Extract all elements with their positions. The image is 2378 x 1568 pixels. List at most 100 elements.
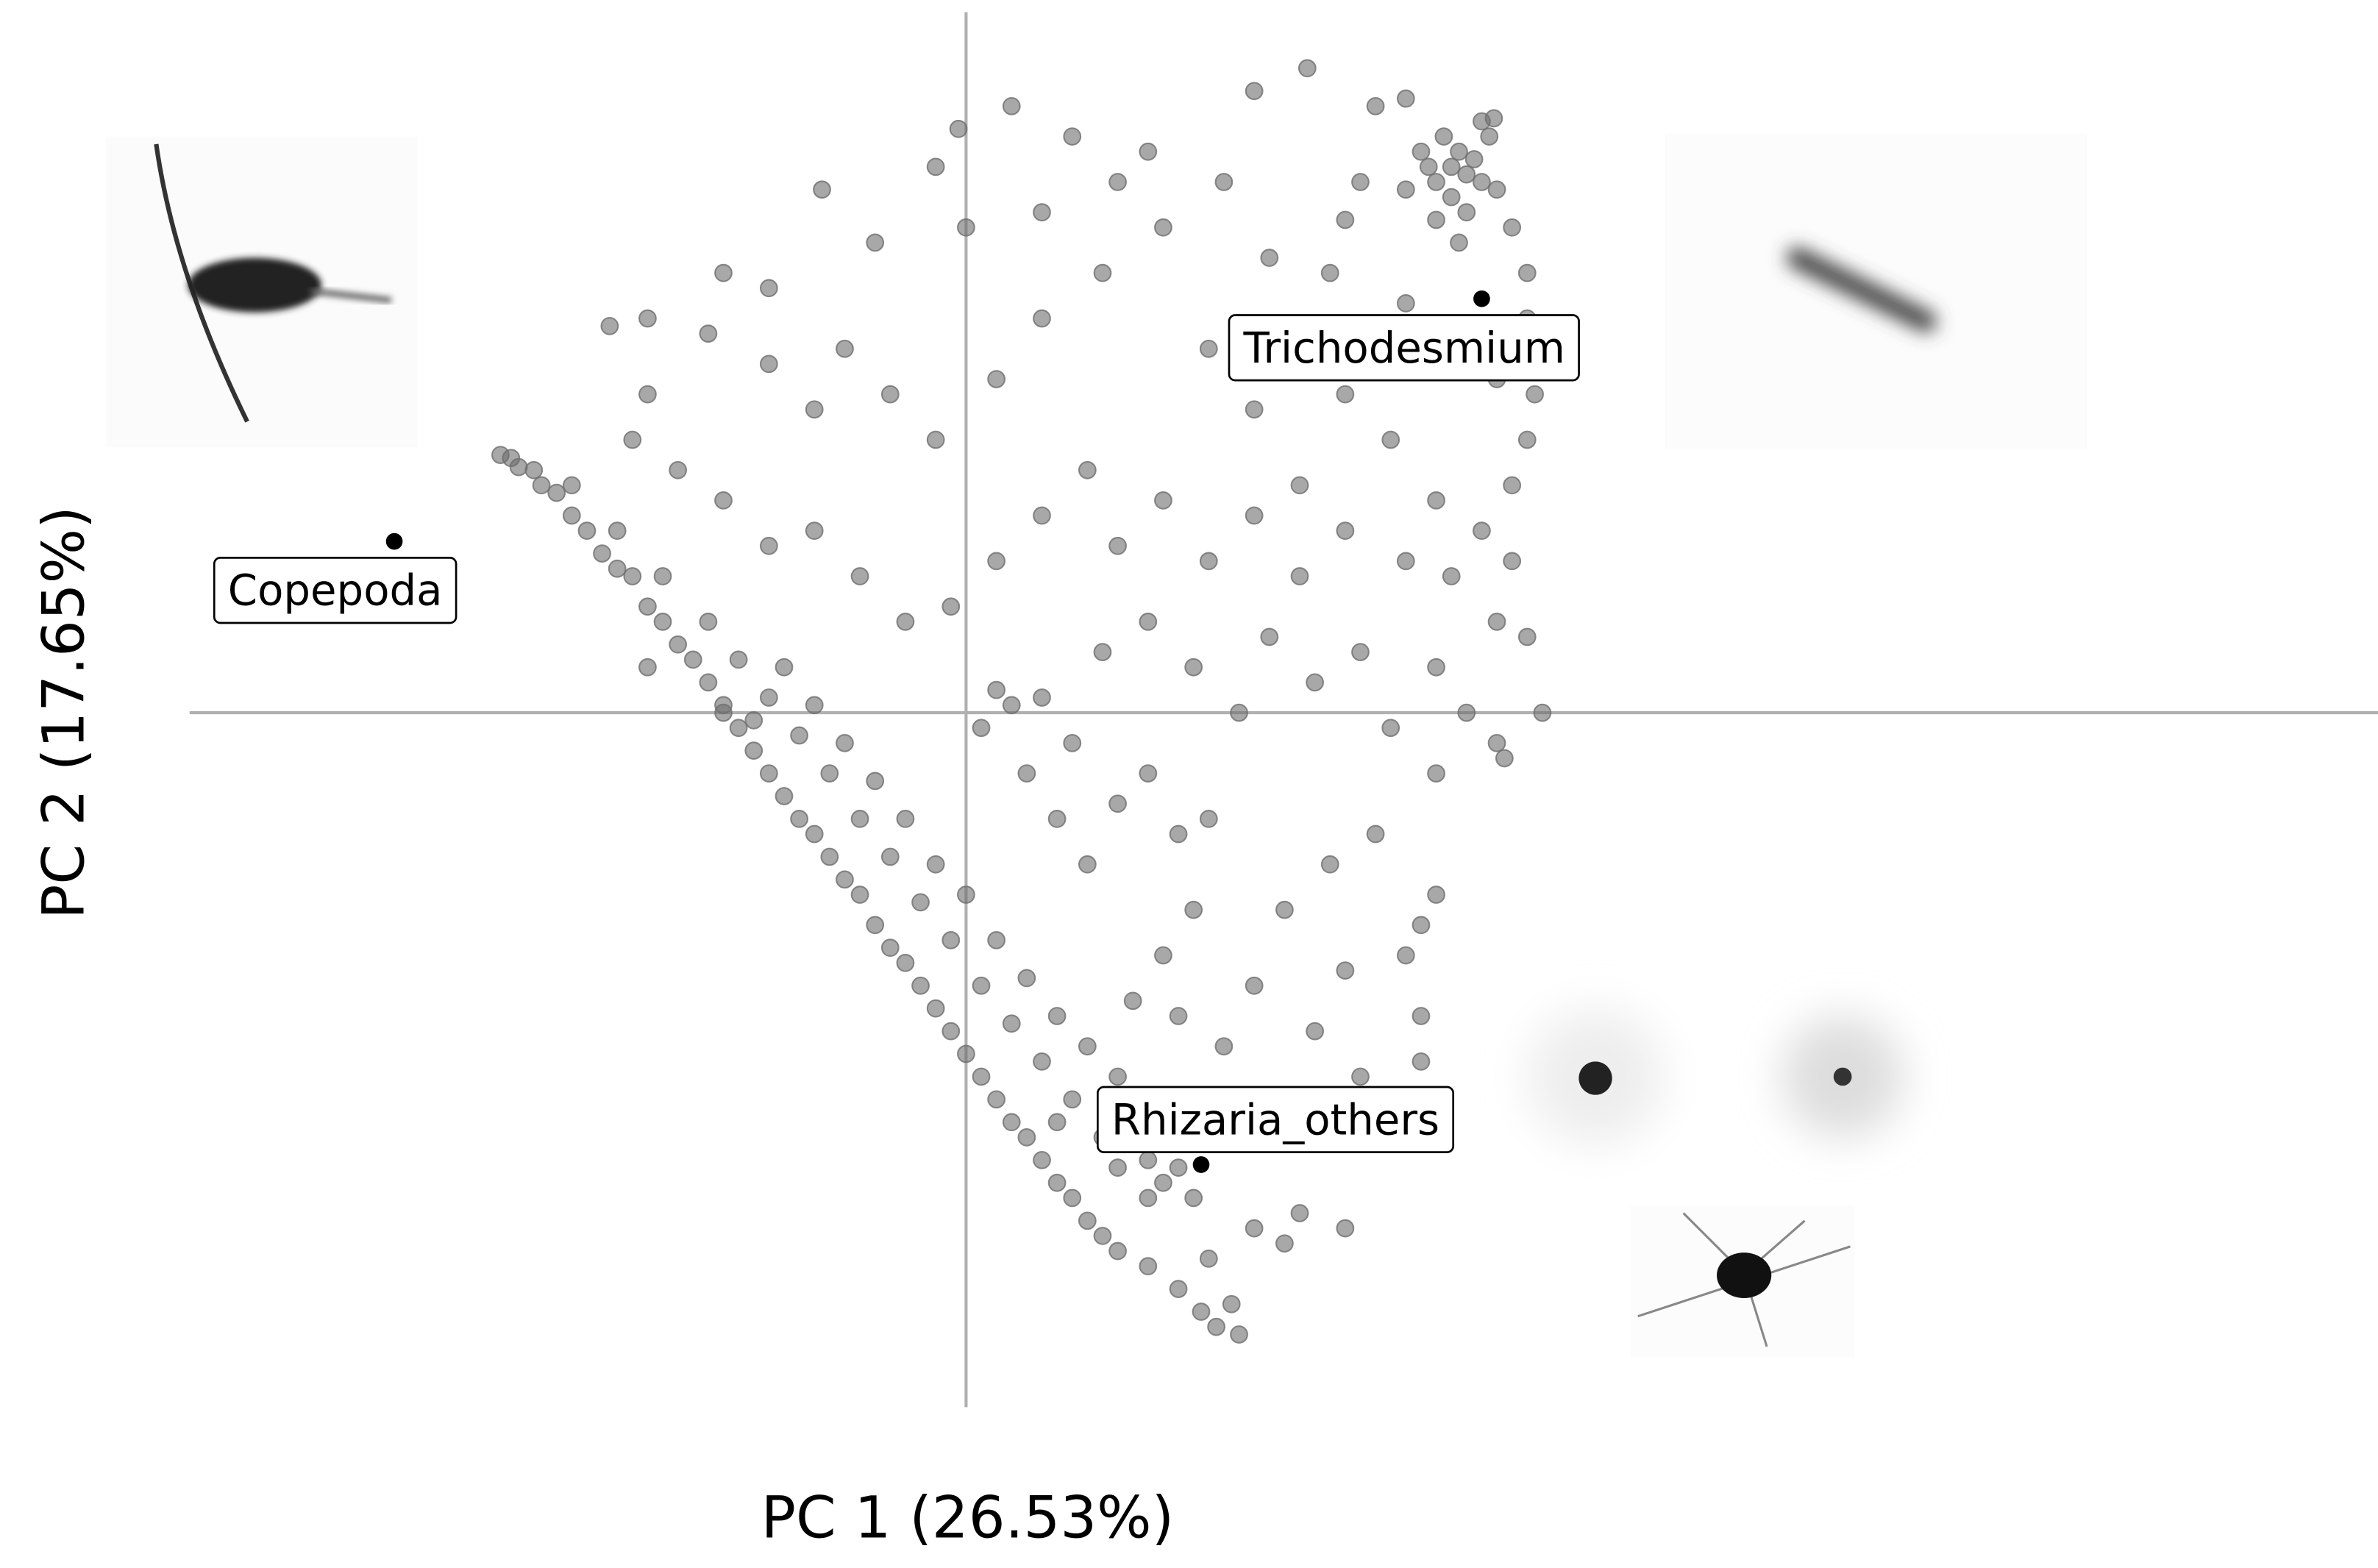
- point: [1457, 703, 1476, 722]
- point: [699, 324, 718, 343]
- point: [880, 847, 900, 866]
- point: [941, 597, 961, 616]
- point: [1199, 339, 1218, 358]
- point: [1199, 552, 1218, 571]
- point: [1495, 749, 1514, 768]
- point: [1078, 855, 1097, 874]
- thumbnails: [106, 133, 2087, 1358]
- point: [1275, 1234, 1294, 1253]
- point: [1297, 59, 1317, 78]
- point: [547, 483, 566, 502]
- point: [972, 1067, 991, 1086]
- point: [836, 870, 854, 889]
- point: [957, 218, 975, 237]
- point: [1093, 643, 1112, 661]
- point: [1427, 173, 1445, 191]
- point: [987, 370, 1006, 388]
- point: [1230, 703, 1248, 722]
- point: [1412, 142, 1431, 161]
- point: [1290, 476, 1309, 495]
- point: [759, 764, 778, 783]
- point: [987, 552, 1006, 571]
- point: [1063, 733, 1082, 752]
- point: [1139, 1189, 1158, 1208]
- point: [1002, 1113, 1021, 1132]
- point: [1336, 210, 1355, 229]
- point: [593, 544, 611, 563]
- point: [1139, 142, 1158, 161]
- point: [1108, 1158, 1127, 1177]
- point: [1033, 309, 1051, 328]
- point: [600, 316, 619, 335]
- point: [866, 916, 885, 935]
- y-axis-label: PC 2 (17.65%): [30, 506, 97, 919]
- point: [1222, 1294, 1241, 1314]
- point: [608, 521, 627, 541]
- point: [820, 764, 839, 783]
- point: [926, 855, 945, 874]
- point: [1047, 1007, 1067, 1025]
- point: [1192, 1302, 1211, 1321]
- point: [866, 771, 885, 791]
- point: [850, 885, 869, 904]
- point: [1214, 1037, 1234, 1056]
- point: [850, 567, 869, 585]
- point: [1245, 506, 1264, 525]
- point: [836, 339, 854, 358]
- point: [1336, 385, 1355, 404]
- point: [911, 893, 930, 912]
- point: [775, 658, 794, 677]
- point: [926, 999, 945, 1018]
- point: [1245, 976, 1264, 995]
- point: [1260, 249, 1279, 267]
- point: [1450, 233, 1468, 252]
- point: [926, 157, 945, 177]
- point: [532, 476, 551, 495]
- point: [1396, 180, 1415, 199]
- point: [1473, 521, 1491, 541]
- point: [638, 309, 657, 328]
- point: [744, 711, 763, 730]
- point: [1199, 1249, 1218, 1268]
- label-box: [1228, 314, 1580, 382]
- point: [1063, 127, 1082, 146]
- point: [714, 491, 733, 510]
- point: [1108, 536, 1127, 555]
- point: [836, 733, 854, 752]
- point: [1487, 180, 1506, 199]
- point: [1047, 1173, 1067, 1192]
- point: [1169, 824, 1188, 844]
- point: [1139, 1257, 1158, 1276]
- point: [1093, 263, 1112, 282]
- point: [729, 719, 748, 738]
- point: [866, 233, 885, 252]
- point: [1184, 658, 1203, 677]
- point: [1412, 916, 1431, 935]
- point: [1487, 733, 1506, 752]
- point: [562, 506, 581, 525]
- point: [1396, 294, 1415, 313]
- point: [1533, 703, 1552, 722]
- point: [1078, 1037, 1097, 1056]
- point: [1336, 521, 1355, 541]
- point: [1457, 203, 1476, 222]
- point: [1419, 157, 1438, 177]
- point-label: Copepoda: [228, 566, 443, 616]
- point: [699, 673, 718, 692]
- point: [1442, 188, 1461, 207]
- point: [524, 460, 544, 480]
- point: [1184, 1189, 1203, 1208]
- point: [562, 476, 581, 495]
- x-axis-label: PC 1 (26.53%): [761, 1485, 1174, 1552]
- copepod-image: [106, 136, 418, 448]
- point: [1139, 764, 1158, 783]
- point: [941, 931, 961, 949]
- point: [1139, 613, 1158, 631]
- point: [1320, 855, 1339, 874]
- point: [972, 976, 991, 995]
- point: [1473, 173, 1491, 191]
- point: [957, 885, 975, 904]
- point: [1108, 1067, 1127, 1086]
- point: [759, 536, 778, 555]
